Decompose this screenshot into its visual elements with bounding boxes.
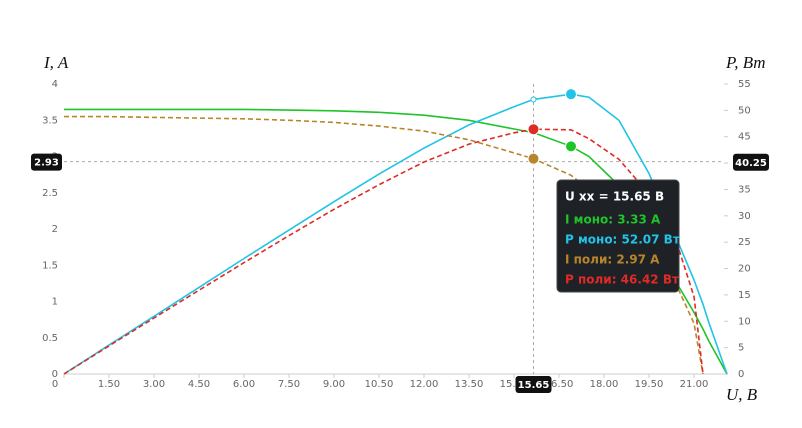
y2-axis-title: P, Вт xyxy=(725,53,766,72)
y2-tick-label: 55 xyxy=(738,79,751,90)
y-tick-label: 0.5 xyxy=(42,333,58,344)
crosshair-y2-label-box xyxy=(733,153,769,171)
tooltip-title: U xx = 15.65 В xyxy=(565,190,664,204)
crosshair-x-label-box xyxy=(515,376,552,393)
hover-dot xyxy=(527,123,540,136)
y-tick-label: 3.5 xyxy=(42,115,58,126)
tooltip-box xyxy=(556,179,680,293)
y-axis-title: I, A xyxy=(43,53,69,72)
crosshair-x-label: 15.65 xyxy=(518,380,550,391)
x-tick-label: 0 xyxy=(52,379,58,390)
x-tick-label: 7.50 xyxy=(278,379,300,390)
x-tick-label: 21.00 xyxy=(680,379,709,390)
y-tick-label: 2 xyxy=(52,224,58,235)
tooltip-item: I моно: 3.33 А xyxy=(565,213,661,227)
x-tick-label: 10.50 xyxy=(365,379,394,390)
crosshair-y-label-box xyxy=(31,153,62,171)
y2-tick-label: 45 xyxy=(738,132,751,143)
x-tick-label: 18.00 xyxy=(590,379,619,390)
x-tick-label: 16.50 xyxy=(545,379,574,390)
tooltip-item: I поли: 2.97 А xyxy=(565,253,660,267)
y-tick-label: 0 xyxy=(52,369,58,380)
crosshair-y2-label: 40.25 xyxy=(735,158,767,169)
x-tick-label: 3.00 xyxy=(143,379,165,390)
x-tick-label: 6.00 xyxy=(233,379,255,390)
series-line xyxy=(64,108,728,375)
y-tick-label: 2.5 xyxy=(42,188,58,199)
y2-tick-label: 30 xyxy=(738,211,751,222)
x-tick-label: 13.50 xyxy=(455,379,484,390)
y-tick-label: 1.5 xyxy=(42,260,58,271)
hover-dot xyxy=(565,140,577,153)
y2-tick-label: 15 xyxy=(738,290,751,301)
y2-tick-label: 25 xyxy=(738,237,751,248)
x-tick-label: 1.50 xyxy=(98,379,120,390)
crosshair-dot xyxy=(530,96,537,103)
y2-tick-label: 50 xyxy=(738,105,751,116)
x-tick-label: 19.50 xyxy=(635,379,664,390)
series-line xyxy=(63,93,728,375)
y2-tick-label: 5 xyxy=(738,343,744,354)
x-tick-label: 12.00 xyxy=(410,379,439,390)
crosshair-y-label: 2.93 xyxy=(34,158,59,169)
y2-tick-label: 10 xyxy=(738,316,751,327)
hover-dot xyxy=(527,152,540,165)
x-axis-title: U, В xyxy=(726,385,758,404)
y2-tick-label: 0 xyxy=(738,369,744,380)
x-tick-label: 9.00 xyxy=(323,379,345,390)
x-tick-label: 15.00 xyxy=(500,379,529,390)
y2-tick-label: 35 xyxy=(738,184,751,195)
y-tick-label: 4 xyxy=(52,79,58,90)
x-tick-label: 4.50 xyxy=(188,379,210,390)
y-tick-label: 1 xyxy=(52,297,58,308)
hover-dot xyxy=(565,88,577,101)
tooltip-item: P поли: 46.42 Вт xyxy=(565,273,679,287)
tooltip-item: P моно: 52.07 Вт xyxy=(565,233,680,247)
y2-tick-label: 20 xyxy=(738,264,751,275)
